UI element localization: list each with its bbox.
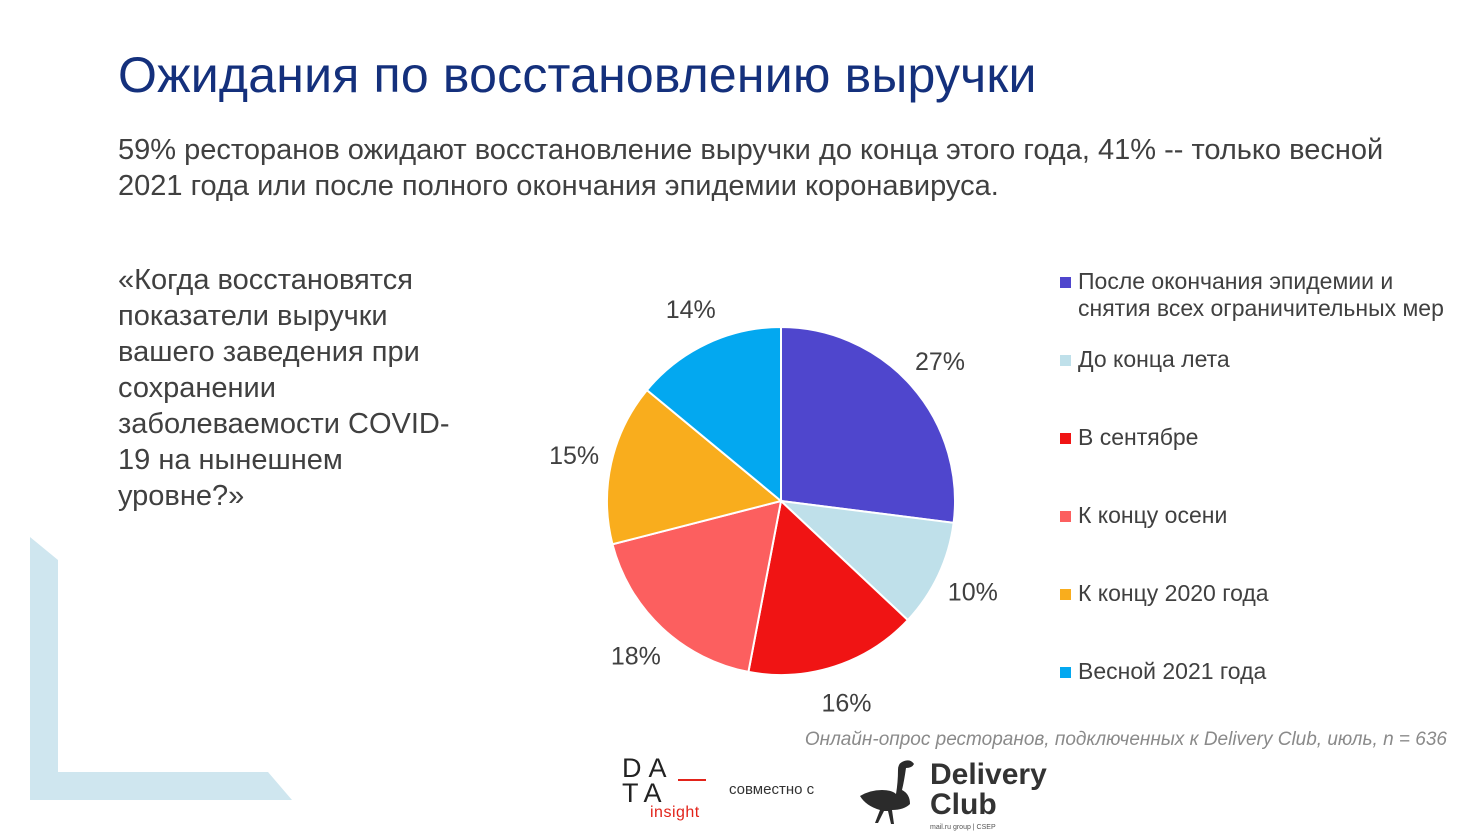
dc-small-text: mail.ru group | CSEP [930, 824, 996, 831]
legend-item: В сентябре [1060, 424, 1198, 451]
legend-label: После окончания эпидемии и снятия всех о… [1078, 268, 1444, 321]
slice-data-label: 10% [948, 578, 998, 606]
legend-swatch [1060, 589, 1071, 600]
legend-item: К концу осени [1060, 502, 1227, 529]
legend-label: К концу 2020 года [1078, 580, 1269, 606]
delivery-club-logo: Delivery Club mail.ru group | CSEP [856, 756, 1086, 834]
data-logo-bar [678, 779, 706, 781]
legend-swatch [1060, 667, 1071, 678]
legend-item: К концу 2020 года [1060, 580, 1269, 607]
slice-data-label: 14% [666, 296, 716, 324]
legend-label: К концу осени [1078, 502, 1228, 528]
slice-data-label: 16% [821, 690, 871, 718]
pie-slice [606, 388, 784, 546]
dc-line2: Club [930, 788, 997, 821]
page-title: Ожидания по восстановлению выручки [118, 47, 1037, 103]
survey-question: «Когда восстановятся показатели выручки … [118, 264, 450, 512]
together-with-label: совместно с [729, 781, 815, 798]
corner-decoration [30, 537, 292, 800]
data-logo-row1: DA [622, 753, 674, 783]
slice-data-label: 27% [915, 348, 965, 376]
data-insight-logo: DA TA insight [622, 753, 712, 826]
legend-swatch [1060, 511, 1071, 522]
pie-slice [747, 499, 910, 676]
slice-data-label: 18% [611, 643, 661, 671]
pie-slice [778, 499, 955, 622]
legend-swatch [1060, 277, 1071, 288]
legend-swatch [1060, 433, 1071, 444]
pie-slice [611, 499, 783, 674]
legend-swatch [1060, 355, 1071, 366]
legend-item: Весной 2021 года [1060, 658, 1266, 685]
legend-item: После окончания эпидемии и снятия всех о… [1060, 268, 1470, 322]
legend-label: До конца лета [1078, 346, 1230, 372]
data-logo-row2: TA [622, 778, 669, 808]
legend-label: Весной 2021 года [1078, 658, 1267, 684]
dc-line1: Delivery [930, 758, 1047, 791]
pie-slice [645, 325, 782, 504]
ostrich-icon [860, 760, 914, 824]
source-note: Онлайн-опрос ресторанов, подключенных к … [804, 729, 1447, 750]
legend-item: До конца лета [1060, 346, 1230, 373]
legend-label: В сентябре [1078, 424, 1199, 450]
data-logo-insight: insight [650, 804, 700, 821]
pie-slice [780, 325, 956, 524]
slice-data-label: 15% [549, 442, 599, 470]
slide-subtitle: 59% ресторанов ожидают восстановление вы… [118, 134, 1384, 202]
